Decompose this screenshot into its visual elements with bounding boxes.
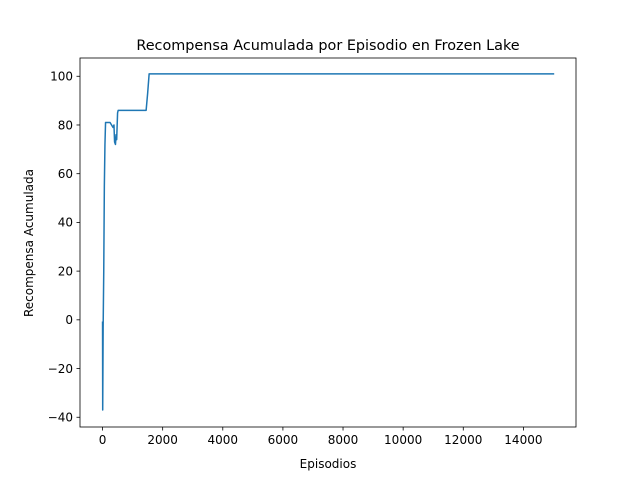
y-axis-label: Recompensa Acumulada [22,169,36,317]
y-tick-label: −20 [48,362,73,376]
plot-area: 0 2000 4000 6000 8000 10000 12000 14000 −40 −20 0 2… [48,57,577,447]
y-tick-label: 40 [58,216,73,230]
x-tick-label: 12000 [444,433,482,447]
x-axis-label: Episodios [300,457,357,471]
y-tick-label: 20 [58,264,73,278]
axes-frame [79,57,577,428]
y-tick-label: 100 [50,70,73,84]
x-tick-label: 14000 [504,433,542,447]
chart-title: Recompensa Acumulada por Episodio en Fro… [136,38,519,54]
x-tick-label: 6000 [268,433,299,447]
x-tick-label: 0 [99,433,107,447]
x-tick-label: 10000 [384,433,422,447]
x-tick-label: 4000 [208,433,239,447]
y-tick-label: 60 [58,167,73,181]
series-line-0 [101,73,555,411]
x-tick-label: 2000 [147,433,178,447]
y-tick-label: 80 [58,118,73,132]
y-tick-label: −40 [48,411,73,425]
y-tick-label: 0 [65,313,73,327]
x-tick-label: 8000 [328,433,359,447]
